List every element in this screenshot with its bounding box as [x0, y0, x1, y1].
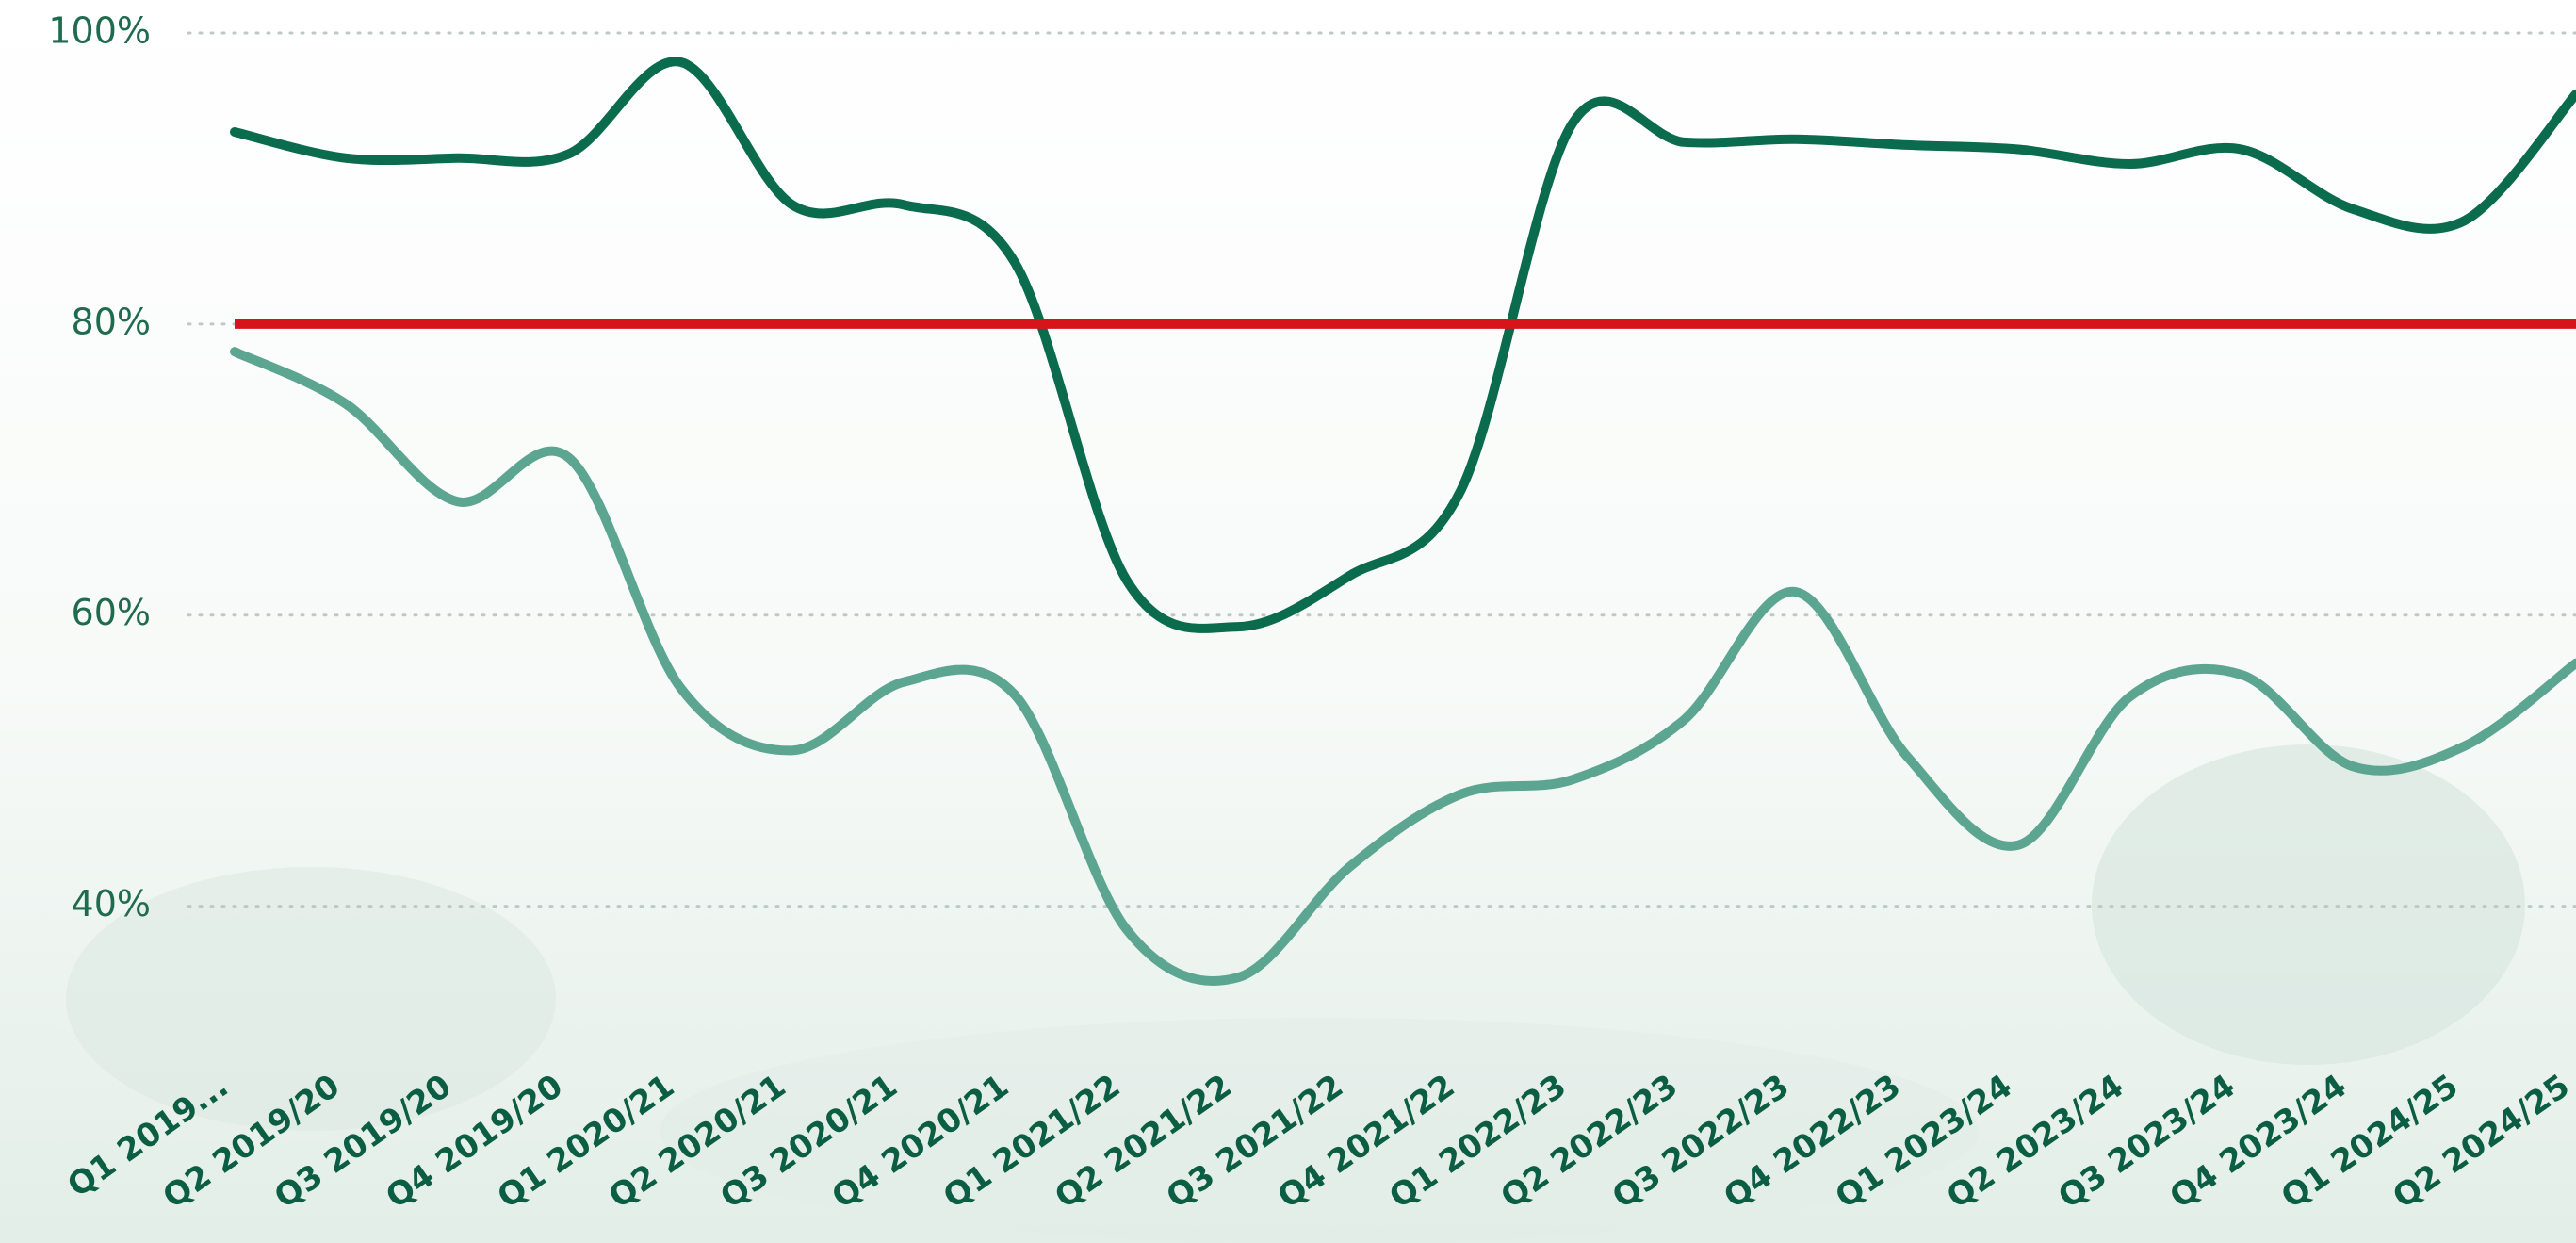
series-line	[230, 57, 2576, 633]
y-tick-label: 80%	[72, 301, 151, 342]
hill-decor	[660, 1018, 1979, 1243]
series-line	[230, 347, 2576, 987]
tree-decor	[2092, 744, 2525, 1065]
y-tick-label: 60%	[72, 592, 151, 633]
y-tick-label: 100%	[48, 10, 151, 52]
y-tick-label: 40%	[72, 883, 151, 924]
tree-decor	[66, 867, 556, 1131]
